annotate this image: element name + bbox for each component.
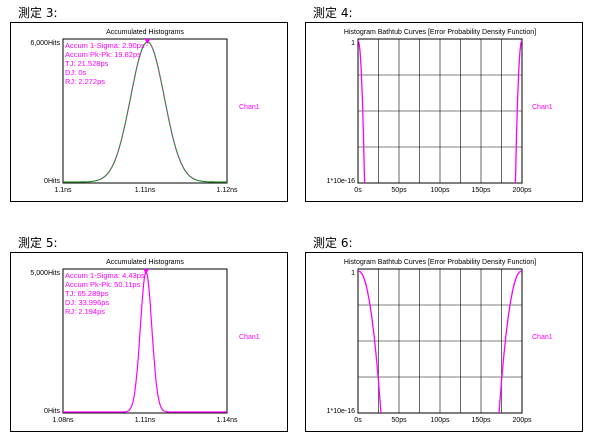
chart-svg-histogram-3: Accumulated Histograms 6,000Hits 0Hits 1.1n… (30, 29, 260, 194)
x-tick-label: 100ps (430, 187, 450, 194)
y-bottom-label: 1*10e-16 (327, 408, 356, 415)
x-tick-label: 150ps (471, 417, 491, 424)
x-tick-label: 150ps (471, 187, 491, 194)
bathtub-left-curve (357, 40, 366, 184)
y-bottom-label: 1*10e-16 (327, 178, 356, 185)
stat-line: Accum 1-Sigma: 4.43ps (65, 271, 145, 280)
x-tick-label: 0s (354, 187, 362, 194)
y-top-label: 1 (351, 40, 355, 47)
bathtub-left-curve (358, 270, 382, 414)
chart-svg-histogram-5: Accumulated Histograms 5,000Hits 0Hits 1.08… (30, 259, 260, 424)
histogram-curve (63, 271, 227, 413)
chart-panel-histogram-5: Accumulated Histograms 5,000Hits 0Hits 1.08… (10, 252, 288, 432)
chart-panel-bathtub-6: Histogram Bathtub Curves [Error Probabil… (305, 252, 583, 432)
chart-panel-histogram-3: Accumulated Histograms 6,000Hits 0Hits 1.1n… (10, 22, 288, 202)
plot-frame (357, 268, 523, 414)
channel-label: Chan1 (532, 104, 553, 111)
chart-title: Histogram Bathtub Curves [Error Probabil… (344, 29, 536, 36)
stat-line: Accum 1-Sigma: 2.90ps (65, 41, 145, 50)
x-tick-label: 200ps (512, 417, 532, 424)
plot-frame (357, 38, 523, 184)
chart-title: Accumulated Histograms (106, 29, 184, 36)
y-bottom-label: 0Hits (44, 178, 60, 185)
channel-label: Chan1 (239, 104, 260, 111)
bathtub-right-curve (514, 40, 523, 184)
x-tick-label: 1.11ns (135, 417, 156, 424)
peak-marker (144, 39, 151, 44)
chart-title: Accumulated Histograms (106, 259, 184, 266)
stat-line: Accum Pk-Pk: 19.82ps (65, 50, 141, 59)
y-top-label: 6,000Hits (30, 40, 60, 47)
peak-marker (143, 269, 150, 274)
channel-label: Chan1 (532, 334, 553, 341)
x-tick-label: 50ps (391, 187, 407, 194)
chart-title: Histogram Bathtub Curves [Error Probabil… (344, 259, 536, 266)
x-tick-label: 1.08ns (52, 417, 74, 424)
stat-line: Accum Pk-Pk: 50.11ps (65, 280, 141, 289)
stat-line: RJ: 2.194ps (65, 307, 105, 316)
x-tick-label: 50ps (391, 417, 407, 424)
caption-measure-5: 測定 5: (18, 236, 58, 250)
y-bottom-label: 0Hits (44, 408, 60, 415)
chart-svg-bathtub-4: Histogram Bathtub Curves [Error Probabil… (327, 29, 553, 194)
y-top-label: 1 (351, 270, 355, 277)
stat-line: TJ: 21.528ps (65, 59, 109, 68)
stat-line: RJ: 2.272ps (65, 77, 105, 86)
caption-measure-6: 測定 6: (313, 236, 353, 250)
x-tick-label: 200ps (512, 187, 532, 194)
bathtub-right-curve (498, 270, 522, 414)
caption-measure-4: 測定 4: (313, 6, 353, 20)
x-tick-label: 1.11ns (135, 187, 156, 194)
y-top-label: 5,000Hits (30, 270, 60, 277)
x-tick-label: 1.1ns (54, 187, 72, 194)
stat-line: DJ: 0s (65, 68, 87, 77)
x-tick-label: 0s (354, 417, 362, 424)
histogram-overlay (100, 44, 195, 180)
channel-label: Chan1 (239, 334, 260, 341)
x-tick-label: 1.14ns (216, 417, 238, 424)
stat-line: TJ: 65.289ps (65, 289, 109, 298)
x-tick-label: 1.12ns (216, 187, 238, 194)
stat-line: DJ: 33.996ps (65, 298, 109, 307)
histogram-curve (63, 41, 227, 183)
chart-svg-bathtub-6: Histogram Bathtub Curves [Error Probabil… (327, 259, 553, 424)
caption-measure-3: 測定 3: (18, 6, 58, 20)
x-tick-label: 100ps (430, 417, 450, 424)
chart-panel-bathtub-4: Histogram Bathtub Curves [Error Probabil… (305, 22, 583, 202)
